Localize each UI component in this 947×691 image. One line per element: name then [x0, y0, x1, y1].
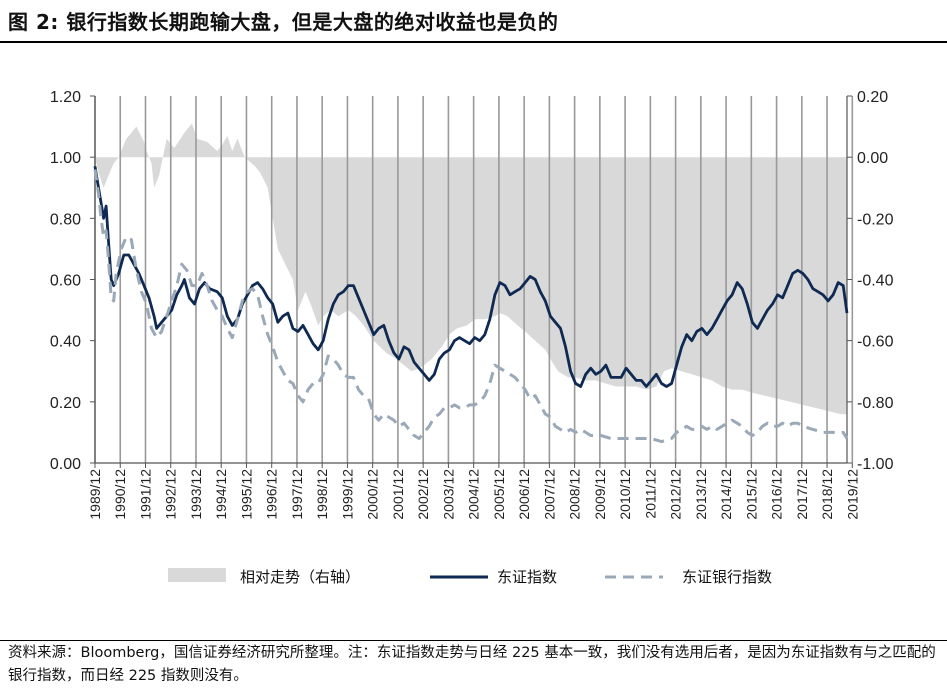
legend: 相对走势（右轴） 东证指数 东证银行指数: [168, 568, 772, 586]
left-tick-label: 0.00: [50, 456, 81, 473]
x-tick-label: 1992/12: [163, 469, 179, 520]
right-tick-label: -0.60: [857, 334, 894, 351]
x-tick-label: 1999/12: [339, 469, 355, 520]
right-tick-label: 0.20: [857, 89, 888, 106]
source-note: 资料来源：Bloomberg，国信证券经济研究所整理。注：东证指数走势与日经 2…: [8, 645, 936, 684]
x-tick-label: 2014/12: [718, 469, 734, 520]
chart-svg: 1989/12 1990/12 1991/12 1992/12 1993/12 1994/…: [50, 89, 894, 586]
x-tick-label: 2002/12: [415, 469, 431, 520]
x-tick-label: 2009/12: [592, 469, 608, 520]
x-tick-label: 2008/12: [567, 469, 583, 520]
x-tick-label: 2001/12: [390, 469, 406, 520]
series-line-bank-index: [93, 169, 849, 444]
legend-label-bank: 东证银行指数: [682, 569, 772, 586]
left-tick-label: 1.00: [50, 150, 81, 167]
left-tick-label: 0.20: [50, 395, 81, 412]
legend-label-topix: 东证指数: [497, 569, 557, 586]
x-tick-label: 1996/12: [264, 469, 280, 520]
series-line-topix: [93, 166, 849, 388]
x-tick-label: 2006/12: [516, 469, 532, 520]
year-gridlines: [94, 96, 854, 463]
x-tick-label: 1998/12: [314, 469, 330, 520]
left-tick-label: 1.20: [50, 89, 81, 106]
x-tick-label: 2019/12: [844, 469, 860, 520]
x-tick-label: 1994/12: [213, 469, 229, 520]
x-tick-label: 2005/12: [491, 469, 507, 520]
line-layer: [93, 166, 849, 444]
axes: 1989/12 1990/12 1991/12 1992/12 1993/12 1994/…: [50, 89, 894, 520]
x-tick-label: 1995/12: [239, 469, 255, 520]
relative-area-layer: [95, 123, 847, 415]
x-tick-label: 2003/12: [440, 469, 456, 520]
right-tick-label: 0.00: [857, 150, 888, 167]
left-tick-label: 0.60: [50, 273, 81, 290]
x-tick-label: 2012/12: [668, 469, 684, 520]
x-tick-label: 2017/12: [794, 469, 810, 520]
right-tick-label: -0.40: [857, 273, 894, 290]
right-tick-label: -1.00: [857, 456, 894, 473]
x-tick-label: 2000/12: [365, 469, 381, 520]
x-tick-label: 2016/12: [769, 469, 785, 520]
figure-title: 图 2: 银行指数长期跑输大盘，但是大盘的绝对收益也是负的: [8, 10, 559, 34]
x-tick-label: 2007/12: [541, 469, 557, 520]
title-divider: [0, 41, 947, 43]
legend-label-relative: 相对走势（右轴）: [240, 569, 360, 586]
x-tick-label: 1989/12: [87, 469, 103, 520]
legend-swatch-relative: [168, 568, 226, 582]
footer-divider: [0, 640, 947, 641]
x-tick-label: 1990/12: [112, 469, 128, 520]
x-tick-label: 2015/12: [743, 469, 759, 520]
x-tick-label: 2018/12: [819, 469, 835, 520]
x-tick-label: 1993/12: [188, 469, 204, 520]
right-tick-label: -0.20: [857, 211, 894, 228]
left-tick-label: 0.40: [50, 334, 81, 351]
right-tick-label: -0.80: [857, 395, 894, 412]
left-tick-label: 0.80: [50, 211, 81, 228]
x-tick-label: 2010/12: [617, 469, 633, 520]
x-tick-label: 2004/12: [466, 469, 482, 520]
x-tick-label: 1997/12: [289, 469, 305, 520]
series-area-relative: [95, 123, 847, 415]
x-tick-label: 2011/12: [642, 469, 658, 519]
x-tick-label: 1991/12: [138, 469, 154, 520]
x-tick-label: 2013/12: [693, 469, 709, 520]
